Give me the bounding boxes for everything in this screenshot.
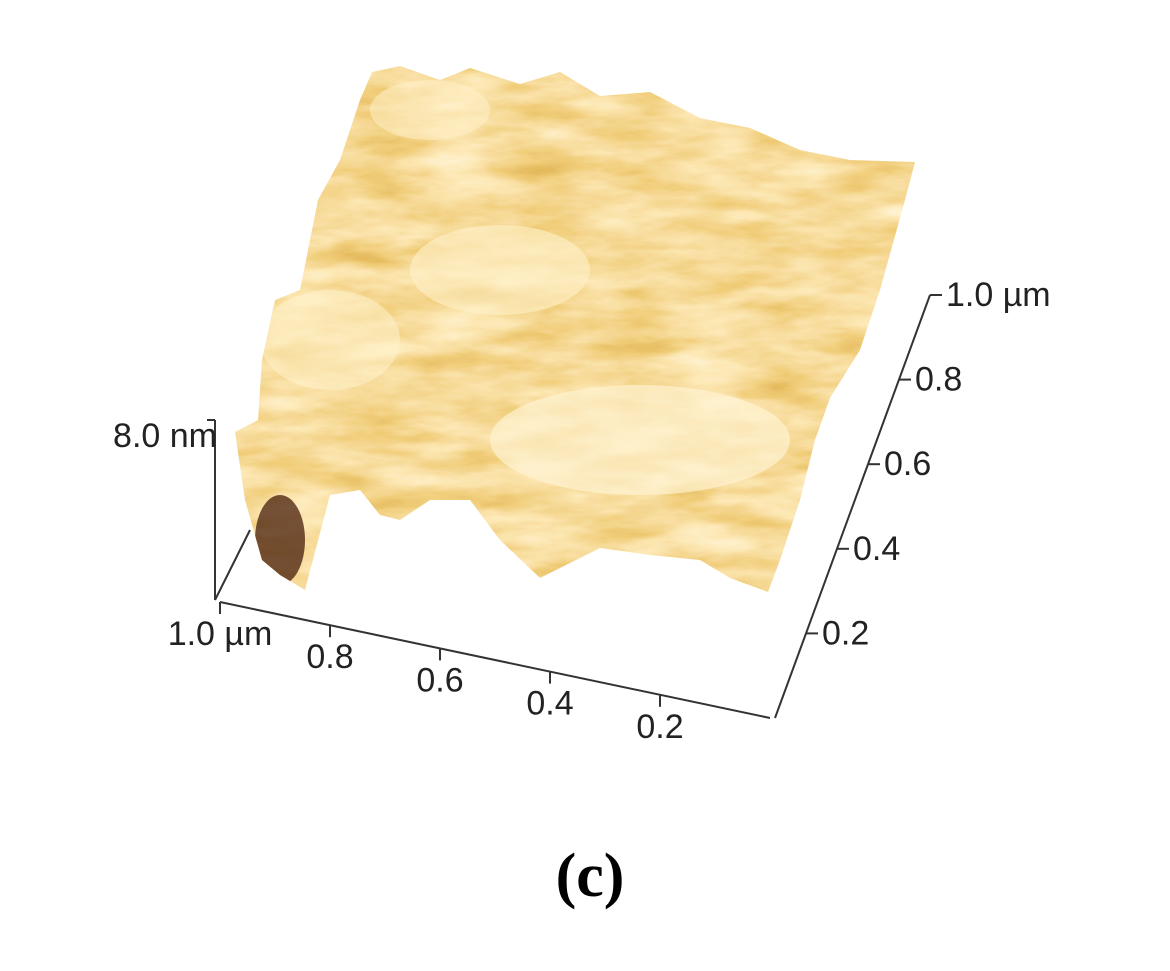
z-axis-line <box>214 420 251 601</box>
afm-surface <box>235 66 915 592</box>
y-tick-label: 0.2 <box>822 614 869 652</box>
x-tick-label: 0.4 <box>526 685 573 723</box>
y-tick-label: 0.4 <box>853 530 900 568</box>
y-tick-label: 1.0 µm <box>946 276 1051 314</box>
panel-caption: (c) <box>556 842 625 910</box>
x-tick-label: 0.2 <box>636 708 683 746</box>
y-axis-line <box>774 294 931 719</box>
x-tick-label: 0.6 <box>416 661 463 699</box>
x-tick-label: 1.0 µm <box>168 615 273 653</box>
x-tick-label: 0.8 <box>306 638 353 676</box>
z-tick-label: 8.0 nm <box>113 417 217 455</box>
y-tick-label: 0.8 <box>915 361 962 399</box>
x-axis-line <box>219 601 771 719</box>
y-tick-label: 0.6 <box>884 445 931 483</box>
